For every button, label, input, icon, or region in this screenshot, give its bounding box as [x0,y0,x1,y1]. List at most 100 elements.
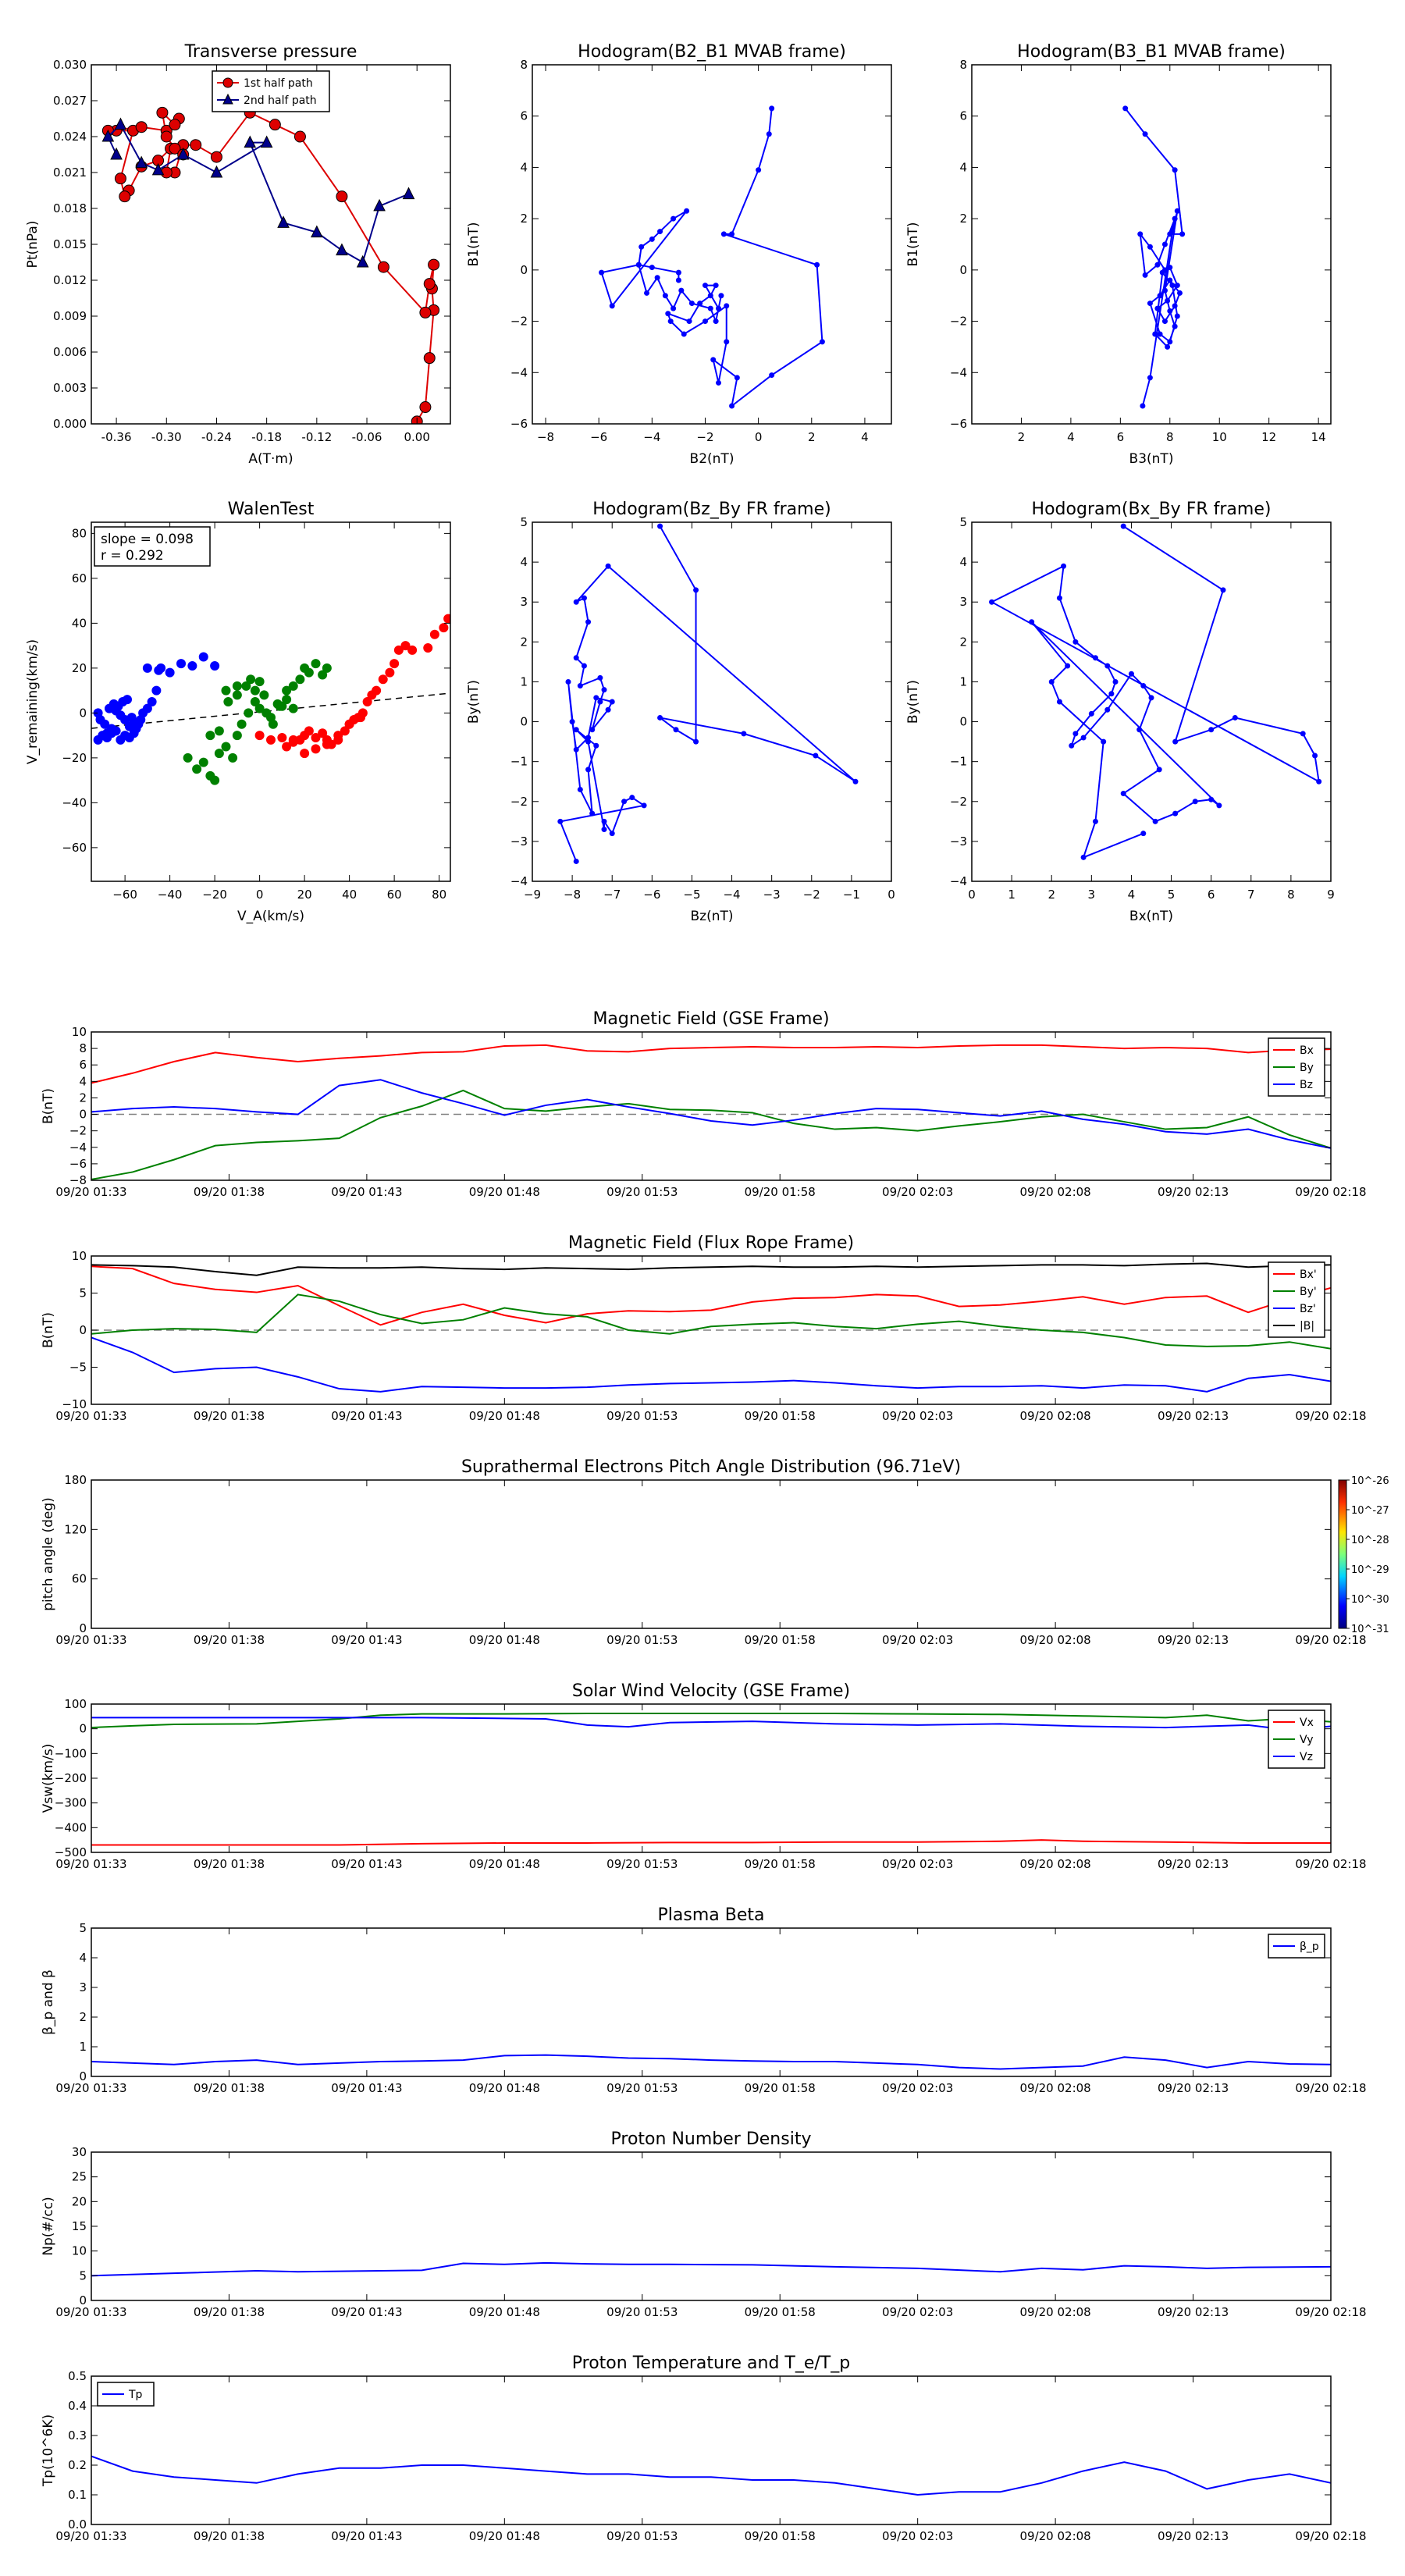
data-point [724,339,730,345]
data-point [1147,244,1153,250]
x-tick-label: 09/20 02:18 [1295,1409,1366,1423]
x-tick-label: 09/20 01:43 [331,2529,402,2543]
x-axis: −8 −6 −4 −2 0 2 4 [537,65,869,444]
y-tick-label: 25 [72,2170,87,2184]
colorbar-label: 10^-28 [1351,1535,1389,1546]
data-point [407,645,418,655]
y-tick-label: 180 [64,1473,87,1487]
data-point [232,731,242,741]
legend-marker [222,93,233,105]
x-tick-label: 09/20 02:18 [1295,1633,1366,1647]
data-point [402,187,415,200]
y-tick-label: −500 [55,1845,87,1859]
data-point [638,244,645,250]
plot-frame [91,2151,1332,2301]
data-point [210,775,220,785]
data-point [147,697,157,706]
y-tick-label: 5 [79,2268,87,2282]
x-tick-label: 09/20 01:33 [55,2529,126,2543]
data-point [1048,678,1055,685]
data-point [609,699,615,705]
plot-frame [971,64,1332,425]
x-axis: 09/20 01:33 09/20 01:38 09/20 01:43 09/20 0… [55,1480,1367,1647]
data-point [232,690,242,700]
legend: Tp [97,2382,155,2407]
series-0 [91,2261,1331,2277]
x-tick-label: −60 [112,888,137,902]
x-tick-label: 09/20 01:53 [606,1409,678,1423]
y-tick-label: −100 [55,1746,87,1760]
legend-frame [212,70,330,112]
x-tick-label: -0.24 [201,430,232,444]
x-tick-label: 09/20 01:58 [745,2529,816,2543]
y-tick-label: 60 [72,571,87,585]
data-point [266,735,276,745]
data-point [356,254,369,268]
x-axis-label: Bx(nT) [1129,909,1173,924]
x-tick-label: 09/20 01:38 [194,1633,265,1647]
x-tick-label: 09/20 01:53 [606,1633,678,1647]
data-point [237,719,247,729]
data-point [378,674,388,685]
y-axis: 0.0 0.1 0.2 0.3 0.4 0.5 [68,2369,1331,2532]
data-point [1072,639,1079,645]
series-Bz [91,1079,1331,1149]
legend-marker [222,77,233,88]
y-tick-label: −6 [69,1157,87,1171]
data-point [169,142,181,155]
data-point [259,690,269,700]
data-point [1128,671,1134,677]
data-point [114,117,127,130]
data-point [813,753,819,759]
data-point [609,831,615,837]
data-point [151,162,165,176]
data-point [597,699,603,705]
y-tick-label: −3 [510,834,528,849]
series-1st half path [101,106,440,424]
data-point [1142,272,1148,278]
data-point [142,703,152,713]
data-point [675,269,681,276]
data-point [673,727,679,733]
series-0 [1122,105,1186,409]
data-point [565,678,571,685]
data-point [1172,810,1179,817]
x-tick-label: 09/20 01:33 [55,1409,126,1423]
series-line [91,2261,1331,2277]
x-tick-label: 09/20 02:08 [1019,2081,1090,2095]
data-point [111,706,121,716]
data-point [1104,663,1111,669]
x-axis: 0 1 2 3 4 5 6 7 8 9 [968,522,1335,902]
x-tick-label: 4 [1067,430,1075,444]
data-point [362,697,372,706]
x-axis-label: Bz(nT) [690,909,733,924]
plot-frame [91,1927,1332,2077]
y-tick-label: 4 [959,160,967,174]
data-point [720,231,727,237]
series-Vx [91,1839,1331,1846]
x-tick-label: 09/20 01:48 [469,1633,540,1647]
chart-title: WalenTest [228,500,315,519]
data-point [1167,277,1173,283]
data-point [581,595,587,601]
data-point [1159,269,1165,276]
data-point [678,287,685,294]
chart-mf-fr: Magnetic Field (Flux Rope Frame) −10 −5 0 5 1… [41,1233,1367,1423]
data-point [1165,343,1171,350]
y-tick-label: 6 [959,109,967,123]
x-tick-label: 4 [1128,888,1136,902]
data-point [670,215,677,222]
plot-area [1122,105,1186,409]
x-tick-label: 09/20 01:33 [55,1633,126,1647]
data-point [1080,735,1087,741]
y-axis: 0 1 2 3 4 5 [79,1921,1331,2083]
data-point [1140,403,1146,409]
x-tick-label: 09/20 01:58 [745,1633,816,1647]
x-tick-label: 5 [1168,888,1176,902]
x-tick-label: 09/20 02:03 [882,1185,953,1199]
x-tick-label: 20 [297,888,312,902]
y-tick-label: 2 [959,212,967,226]
data-point [389,659,400,669]
data-point [142,663,152,673]
x-tick-label: 1 [1008,888,1016,902]
